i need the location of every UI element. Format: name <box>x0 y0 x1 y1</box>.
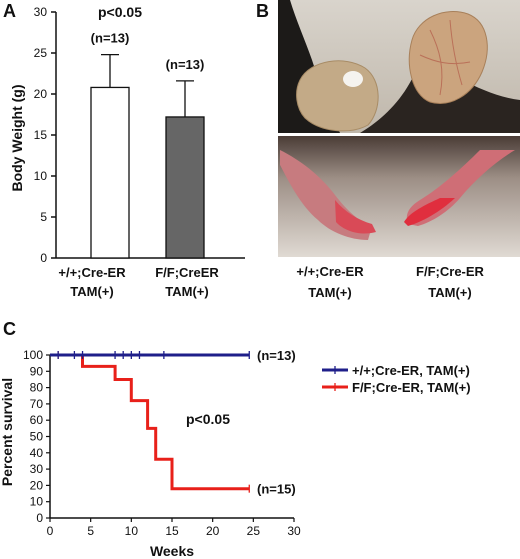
survival-y-label: Percent survival <box>0 378 15 486</box>
paw-label-wt-treatment: TAM(+) <box>308 285 351 300</box>
body-weight-n-label: (n=13) <box>166 57 205 72</box>
body-weight-category-label: TAM(+) <box>165 284 208 299</box>
panel-a-pvalue: p<0.05 <box>98 4 142 20</box>
survival-axes: 0 10 20 30 40 50 60 70 80 90 100 0 5 10 15 20 25 30 <box>23 348 301 538</box>
body-weight-n-label: (n=13) <box>91 31 130 46</box>
survival-y-tick-label: 100 <box>23 348 43 362</box>
survival-y-tick-label: 40 <box>30 446 44 460</box>
ear-photo <box>278 0 520 133</box>
panel-a-letter: A <box>3 1 16 21</box>
body-weight-bars: (n=13) +/+;Cre-ER TAM(+) (n=13) F/F;CreER TAM… <box>58 31 219 299</box>
survival-y-tick-label: 80 <box>30 381 44 395</box>
paw-photo <box>278 136 520 257</box>
survival-x-tick-label: 0 <box>47 524 54 538</box>
survival-y-tick-label: 50 <box>30 430 44 444</box>
survival-x-tick-label: 10 <box>125 524 139 538</box>
survival-lines: (n=15) (n=13) <box>50 348 296 497</box>
survival-x-label: Weeks <box>150 543 194 559</box>
body-weight-category-label: F/F;CreER <box>155 265 219 280</box>
body-weight-y-tick-label: 0 <box>40 251 47 265</box>
survival-legend: +/+;Cre-ER, TAM(+) F/F;Cre-ER, TAM(+) <box>322 363 471 395</box>
survival-legend-entry: F/F;Cre-ER, TAM(+) <box>352 380 471 395</box>
survival-y-tick-label: 10 <box>30 495 44 509</box>
panel-a: A p<0.05 Body Weight (g) 0 5 10 15 20 25 30 (n… <box>3 1 245 299</box>
body-weight-y-tick-label: 5 <box>40 210 47 224</box>
body-weight-bar <box>90 86 130 259</box>
survival-series-line <box>50 353 250 491</box>
survival-y-tick-label: 30 <box>30 462 44 476</box>
survival-x-tick-label: 15 <box>165 524 179 538</box>
survival-y-tick-label: 90 <box>30 364 44 378</box>
body-weight-bar <box>165 116 205 259</box>
body-weight-y-tick-label: 20 <box>34 87 48 101</box>
survival-y-tick-label: 60 <box>30 413 44 427</box>
survival-pvalue: p<0.05 <box>186 411 230 427</box>
panel-c: C Percent survival Weeks p<0.05 0 10 20 30 4… <box>0 319 471 559</box>
paw-label-wt-genotype: +/+;Cre-ER <box>296 264 364 279</box>
survival-x-tick-label: 25 <box>247 524 261 538</box>
panel-b: B <box>256 0 520 300</box>
body-weight-y-tick-label: 25 <box>34 46 48 60</box>
survival-y-tick-label: 20 <box>30 478 44 492</box>
panel-c-letter: C <box>3 319 16 339</box>
body-weight-category-label: +/+;Cre-ER <box>58 265 126 280</box>
body-weight-axes: 0 5 10 15 20 25 30 <box>34 5 245 265</box>
paw-label-ko-genotype: F/F;Cre-ER <box>416 264 485 279</box>
survival-n-label: (n=13) <box>257 348 296 363</box>
paw-label-ko-treatment: TAM(+) <box>428 285 471 300</box>
body-weight-y-tick-label: 15 <box>34 128 48 142</box>
body-weight-y-tick-label: 30 <box>34 5 48 19</box>
survival-x-tick-label: 20 <box>206 524 220 538</box>
panel-b-letter: B <box>256 1 269 21</box>
body-weight-y-tick-label: 10 <box>34 169 48 183</box>
body-weight-category-label: TAM(+) <box>70 284 113 299</box>
survival-legend-entry: +/+;Cre-ER, TAM(+) <box>352 363 470 378</box>
survival-n-label: (n=15) <box>257 482 296 497</box>
survival-x-tick-label: 30 <box>287 524 301 538</box>
body-weight-y-label: Body Weight (g) <box>9 84 25 191</box>
survival-y-tick-label: 70 <box>30 397 44 411</box>
survival-x-tick-label: 5 <box>87 524 94 538</box>
survival-y-tick-label: 0 <box>36 511 43 525</box>
